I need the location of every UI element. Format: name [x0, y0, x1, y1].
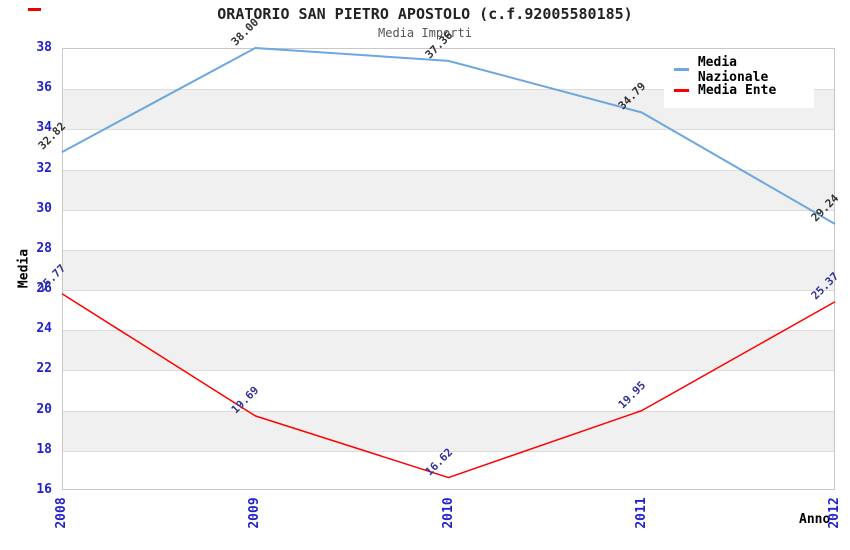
chart-lines — [61, 47, 836, 479]
red-dash-mark — [28, 8, 41, 11]
plot-area — [62, 48, 835, 490]
y-tick-label: 26 — [36, 281, 52, 297]
gridline — [63, 169, 834, 171]
legend: Media Nazionale Media Ente — [664, 52, 814, 108]
chart-subtitle: Media Importi — [378, 26, 472, 40]
plot-band — [63, 169, 834, 210]
y-tick-label: 38 — [36, 40, 52, 55]
y-tick-label: 24 — [36, 321, 52, 337]
plot-band — [63, 330, 834, 371]
y-tick-label: 18 — [36, 441, 52, 457]
series-line-media-ente — [61, 293, 836, 479]
y-tick-label: 32 — [36, 160, 52, 176]
y-tick-label: 28 — [36, 240, 52, 256]
y-tick-label: 36 — [36, 80, 52, 96]
plot-band — [63, 410, 834, 451]
plot-band — [63, 249, 834, 291]
gridline — [63, 209, 834, 211]
gridline — [63, 410, 834, 412]
x-tick-label: 2010 — [440, 497, 456, 529]
legend-swatch-media-ente — [674, 89, 689, 92]
legend-label-media-nazionale: Media Nazionale — [697, 54, 769, 85]
chart-title: ORATORIO SAN PIETRO APOSTOLO (c.f.920055… — [217, 5, 633, 23]
gridline — [63, 249, 834, 251]
gridline — [63, 370, 834, 372]
x-tick-label: 2012 — [827, 497, 842, 529]
gridline — [63, 290, 834, 292]
gridline — [63, 450, 834, 452]
x-axis-title: Anno — [799, 512, 831, 527]
y-tick-label: 22 — [36, 361, 52, 377]
y-tick-label: 30 — [36, 200, 52, 216]
legend-item-media-ente: Media Ente — [674, 80, 814, 101]
series-line-media-nazionale — [61, 47, 836, 225]
y-tick-label: 20 — [36, 401, 52, 417]
x-tick-label: 2009 — [247, 497, 263, 529]
gridline — [63, 89, 834, 91]
y-tick-label: 34 — [36, 120, 52, 136]
gridline — [63, 330, 834, 332]
x-tick-label: 2011 — [633, 497, 649, 529]
legend-label-media-ente: Media Ente — [698, 83, 777, 98]
legend-item-media-nazionale: Media Nazionale — [674, 55, 814, 85]
gridline — [63, 129, 834, 131]
y-tick-label: 16 — [36, 482, 52, 497]
x-tick-label: 2008 — [54, 497, 69, 529]
legend-swatch-media-nazionale — [674, 68, 689, 71]
